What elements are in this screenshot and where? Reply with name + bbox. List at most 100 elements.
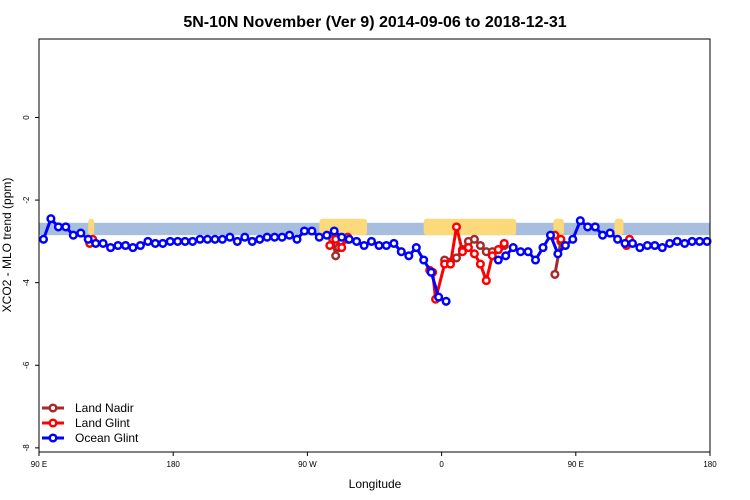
data-point xyxy=(389,238,399,248)
data-point xyxy=(434,292,444,302)
land-band-region xyxy=(423,218,517,236)
legend-label: Land Glint xyxy=(75,416,130,430)
legend-label: Ocean Glint xyxy=(75,431,139,445)
data-point xyxy=(583,222,593,232)
data-point xyxy=(657,243,667,253)
x-tick-label: 180 xyxy=(703,460,717,469)
data-point xyxy=(672,236,682,246)
y-tick-label: -8 xyxy=(22,444,31,452)
x-tick-label: 90 W xyxy=(298,460,317,469)
ocean-band xyxy=(39,222,710,236)
data-point xyxy=(210,234,220,244)
data-point xyxy=(83,234,93,244)
data-point xyxy=(481,276,491,286)
data-point xyxy=(642,240,652,251)
x-tick-label: 0 xyxy=(439,460,444,469)
data-point xyxy=(61,222,71,232)
data-point xyxy=(487,251,497,261)
data-point xyxy=(331,251,341,261)
data-point xyxy=(627,238,638,248)
data-point xyxy=(374,240,384,251)
x-axis: 90 E 180 90 W 0 90 E 180 xyxy=(31,452,717,469)
legend-swatch-marker xyxy=(48,403,58,413)
data-point xyxy=(475,240,485,251)
data-point xyxy=(635,243,645,253)
data-point xyxy=(441,296,451,306)
data-point xyxy=(451,253,462,263)
data-point xyxy=(366,236,377,246)
data-point xyxy=(217,234,227,244)
data-point xyxy=(411,243,421,253)
land-band-region xyxy=(88,218,95,236)
data-point xyxy=(359,240,369,251)
land-band-region xyxy=(614,218,624,236)
data-point xyxy=(605,228,615,238)
data-point xyxy=(475,259,485,269)
data-point xyxy=(150,238,160,248)
data-point xyxy=(284,230,295,240)
data-point xyxy=(299,226,309,236)
data-point xyxy=(68,230,78,240)
data-point xyxy=(650,240,660,251)
chart-title: 5N-10N November (Ver 9) 2014-09-06 to 20… xyxy=(183,14,566,31)
legend-label: Land Nadir xyxy=(75,401,134,415)
data-point xyxy=(173,236,183,246)
y-axis: 0 -2 -4 -6 -8 xyxy=(22,115,39,452)
y-axis-label: XCO2 - MLO trend (ppm) xyxy=(0,178,14,313)
legend-swatch-marker xyxy=(48,418,58,428)
data-point xyxy=(180,236,190,246)
data-point xyxy=(469,234,479,244)
data-point xyxy=(240,232,250,242)
data-point xyxy=(680,238,690,248)
data-point xyxy=(344,234,354,244)
data-point xyxy=(232,236,242,246)
data-point xyxy=(307,226,317,236)
y-tick-label: -4 xyxy=(22,279,31,287)
data-point xyxy=(560,240,570,251)
data-point xyxy=(530,255,541,265)
data-point xyxy=(113,240,123,251)
data-point xyxy=(445,259,456,269)
data-point xyxy=(598,230,608,240)
x-axis-label: Longitude xyxy=(349,477,402,491)
data-point xyxy=(292,234,302,244)
data-point xyxy=(396,247,406,257)
data-point xyxy=(575,216,585,226)
legend-item: Ocean Glint xyxy=(42,431,139,445)
legend-item: Land Glint xyxy=(42,416,130,430)
data-point xyxy=(553,249,563,259)
y-tick-label: 0 xyxy=(22,115,31,120)
data-point xyxy=(322,230,332,240)
data-point xyxy=(620,238,630,248)
data-point xyxy=(613,234,623,244)
data-point xyxy=(508,243,518,253)
data-point xyxy=(590,222,600,232)
data-point xyxy=(255,234,265,244)
data-point xyxy=(687,236,697,246)
data-point xyxy=(381,240,391,251)
data-point xyxy=(135,240,145,251)
data-point xyxy=(202,234,213,244)
data-point xyxy=(38,234,49,244)
data-point xyxy=(665,238,675,248)
data-point xyxy=(195,234,205,244)
data-point xyxy=(165,236,175,246)
legend-item: Land Nadir xyxy=(42,401,134,415)
y-tick-label: -2 xyxy=(22,196,31,204)
data-point xyxy=(158,238,168,248)
data-point xyxy=(270,232,280,242)
data-point xyxy=(53,222,63,232)
data-point xyxy=(695,236,705,246)
data-point xyxy=(188,236,198,246)
series-ocean-glint xyxy=(38,214,712,306)
data-point xyxy=(493,255,503,265)
data-point xyxy=(568,234,578,244)
x-tick-label: 90 E xyxy=(568,460,584,469)
data-point xyxy=(457,247,468,257)
legend-swatch-marker xyxy=(48,433,58,443)
data-point xyxy=(469,249,479,259)
y-tick-label: -6 xyxy=(22,361,31,369)
data-point xyxy=(545,230,556,240)
